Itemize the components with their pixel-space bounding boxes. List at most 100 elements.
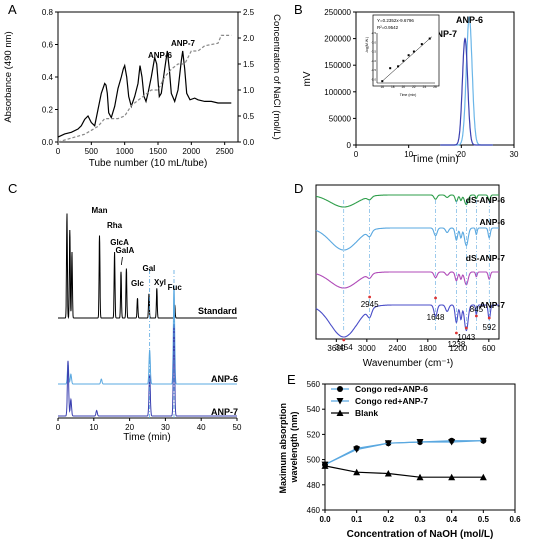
x-tick-label: 20 (125, 423, 134, 432)
trace-standard (58, 213, 237, 320)
panel-b-y-label: mV (302, 71, 313, 86)
panel-letter-c: C (8, 181, 17, 196)
inset-y-tick-label: -3.5 (371, 50, 377, 54)
trace-label: ANP-6 (479, 217, 505, 227)
trace-label-standard: Standard (198, 306, 237, 316)
x-tick-label: 1500 (149, 147, 167, 156)
inset-fit-line (382, 36, 433, 82)
panel-e-y-label-line: Maximum absorption (278, 403, 288, 494)
y-tick-label: 540 (307, 405, 321, 414)
x-tick-label: 1000 (116, 147, 134, 156)
marker-triangle-down (448, 438, 456, 446)
x-tick-label: 1800 (419, 344, 437, 353)
inset-x-tick-label: 24 (423, 85, 427, 89)
y-tick-label: 250000 (324, 8, 351, 17)
x-tick-label: 3000 (358, 344, 376, 353)
inset-point (402, 59, 405, 62)
trace-label: dS-ANP-7 (466, 253, 505, 263)
x-tick-label: 20 (457, 150, 466, 159)
x-tick-label: 30 (510, 150, 519, 159)
y-tick-label: 500 (307, 456, 321, 465)
inset-y-tick-label: -2.5 (371, 31, 377, 35)
panel-c-traces (58, 213, 237, 418)
series-line (324, 465, 484, 478)
peak-label: 2945 (361, 300, 379, 309)
y-tick-label: 50000 (329, 114, 352, 123)
panel-d-frame (315, 184, 500, 340)
peak-arrow (120, 256, 123, 266)
x-tick-label: 0.5 (478, 515, 490, 524)
x-tick-label: 0.3 (414, 515, 426, 524)
panel-letter-e: E (287, 372, 296, 387)
peak-label-glc: Glc (131, 279, 144, 288)
peak-marker (434, 296, 437, 300)
x-tick-label: 10 (89, 423, 98, 432)
nacl-gradient-line (57, 34, 232, 143)
x-tick-label: 0 (354, 150, 359, 159)
panel-c-x-ticks: 0 10 20 30 40 50 (56, 418, 242, 432)
peak-label-glca: GlcA (110, 238, 129, 247)
inset-x-tick-label: 26 (433, 85, 437, 89)
x-tick-label: 30 (161, 423, 170, 432)
peak-label: 592 (483, 323, 497, 332)
ftir-trace-ds-anp-7 (315, 271, 499, 289)
inset-x-label: Time (min) (400, 93, 417, 97)
peak-label-gala: GalA (116, 246, 135, 255)
marker-triangle-up (384, 469, 392, 477)
panel-b: B 0 50000 100000 150000 200000 250000 0 10 20 30… (294, 2, 519, 165)
y-tick-label: 150000 (324, 61, 351, 70)
y2-tick-label: 2.0 (243, 34, 255, 43)
panel-d-x-ticks: 3600 3000 2400 1800 1200 600 (327, 339, 496, 353)
x-tick-label: 2500 (216, 147, 234, 156)
peak-label-man: Man (92, 206, 108, 215)
peak-label: 845 (470, 305, 484, 314)
trace-label: ANP-7 (479, 300, 505, 310)
x-tick-label: 0.4 (446, 515, 458, 524)
panel-b-x-ticks: 0 10 20 30 (354, 145, 519, 159)
peak-marker (487, 316, 491, 320)
panel-e-y-label-line: wavelength (nm) (289, 411, 299, 483)
marker-triangle-up (448, 473, 456, 481)
y-tick-label: 0.0 (42, 138, 54, 147)
peak-marker (455, 331, 458, 335)
panel-e-x-label: Concentration of NaOH (mol/L) (347, 529, 494, 540)
inset-x-tick-label: 20 (402, 85, 406, 89)
x-tick-label: 600 (482, 344, 496, 353)
inset-x-tick-label: 16 (380, 85, 384, 89)
inset-y-label: -log(M.W.) (365, 37, 369, 53)
peak-marker (464, 326, 468, 330)
peak-label: 1043 (457, 333, 475, 342)
peak-label-gal: Gal (142, 264, 155, 273)
panel-a-frame (57, 11, 239, 143)
inset-point (428, 37, 431, 40)
y-tick-label: 0.8 (42, 8, 54, 17)
marker-triangle-up (321, 462, 329, 469)
y2-tick-label: 0.0 (243, 138, 255, 147)
panel-e-legend: Congo red+ANP-6 Congo red+ANP-7 Blank (331, 384, 428, 418)
panel-b-series (440, 15, 493, 146)
panel-d-traces (315, 194, 499, 338)
y2-tick-label: 0.5 (243, 112, 255, 121)
panel-b-inset: 16 18 20 22 24 26 -5.0 -4.5 -4.0 -3.5 -3.0 -2.5 Y=0… (365, 14, 440, 97)
x-tick-label: 500 (85, 147, 99, 156)
trace-label-anp7: ANP-7 (211, 407, 238, 417)
peak-label-xyl: Xyl (154, 278, 166, 287)
x-tick-label: 2000 (182, 147, 200, 156)
inset-point (407, 54, 410, 57)
trace-label: dS-ANP-6 (466, 195, 505, 205)
marker-triangle-up (353, 468, 361, 476)
x-tick-label: 3600 (327, 344, 345, 353)
panel-a-series (57, 34, 232, 143)
peak-marker (474, 314, 478, 318)
inset-point (420, 43, 423, 46)
absorbance-line (57, 50, 232, 138)
inset-frame (372, 14, 440, 87)
inset-point (397, 65, 400, 68)
panel-a-annotation-anp7: ANP-7 (171, 39, 196, 48)
y-tick-label: 0.6 (42, 41, 54, 50)
panel-e-x-ticks: 0.0 0.1 0.2 0.3 0.4 0.5 0.6 (319, 510, 521, 524)
y-tick-label: 0.4 (42, 73, 54, 82)
